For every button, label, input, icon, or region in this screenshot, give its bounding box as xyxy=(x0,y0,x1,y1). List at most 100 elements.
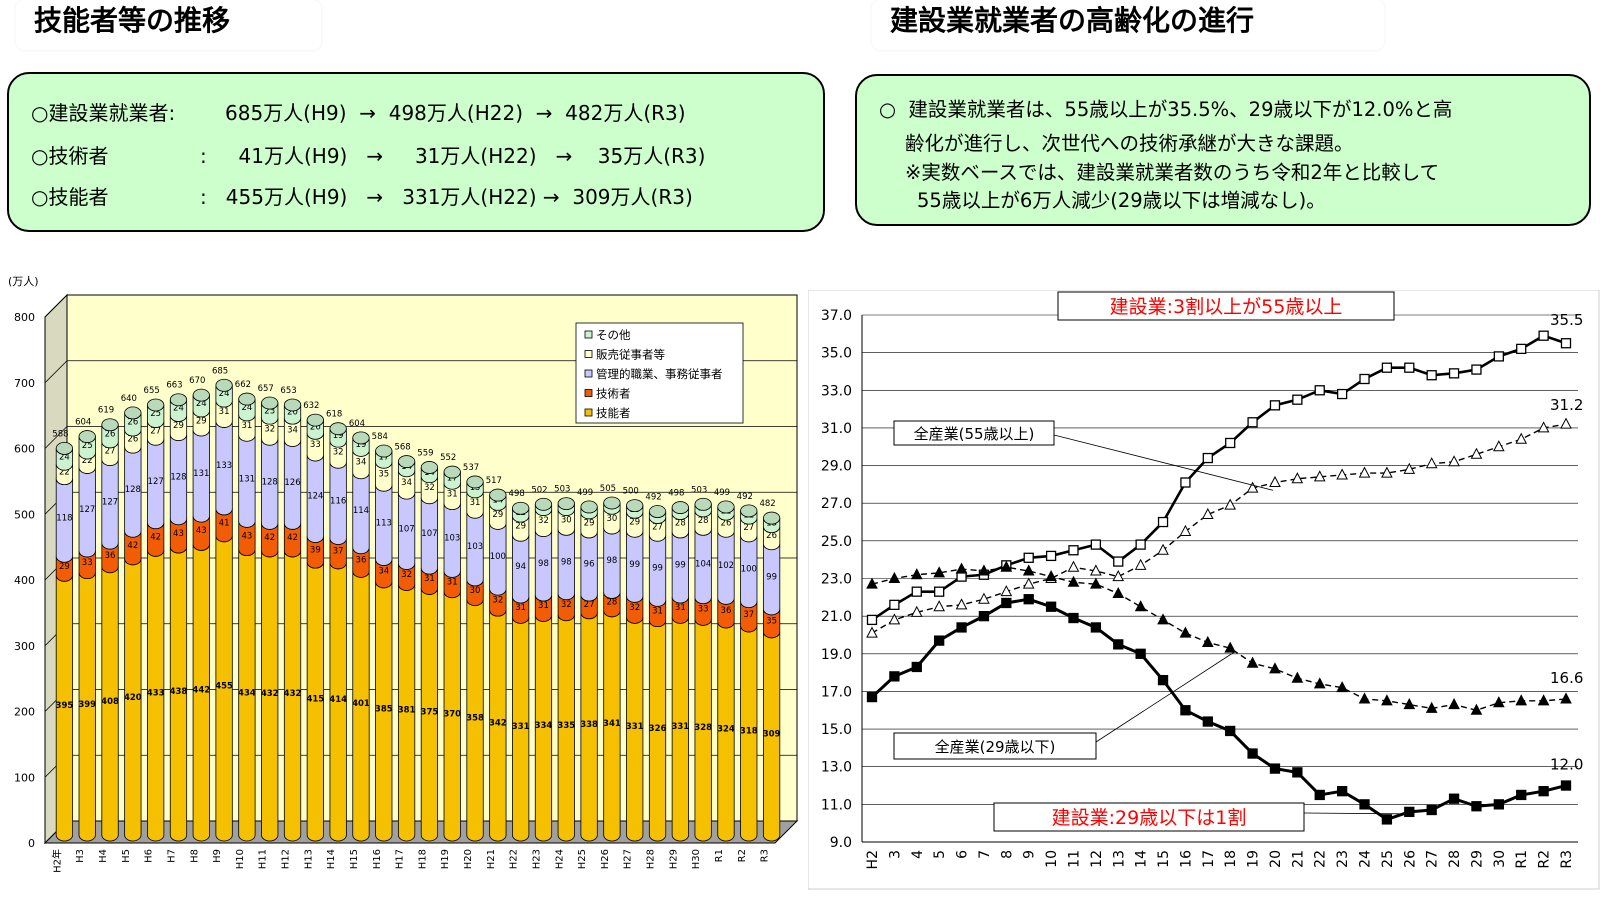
line-point-2 xyxy=(955,562,968,574)
bar-chart-x-tick-label: H26 xyxy=(600,849,611,869)
line-chart-x-tick-label: 23 xyxy=(1335,850,1351,868)
bar-segment-label: 334 xyxy=(535,721,553,731)
line-chart-x-tick-label: 3 xyxy=(887,850,903,859)
bar-segment-label: 30 xyxy=(561,515,572,525)
bar-top-cap xyxy=(466,475,484,489)
bar-total-label: 552 xyxy=(440,453,456,463)
line-point-2 xyxy=(1134,600,1147,612)
line-point-3 xyxy=(911,661,922,673)
line-point-3 xyxy=(1471,801,1482,812)
bar-segment-label: 42 xyxy=(287,533,298,543)
bar-chart-y-tick-label: 800 xyxy=(14,311,35,324)
bar-segment-label: 17 xyxy=(447,474,458,484)
line-point-1 xyxy=(1313,470,1326,482)
bar-total-label: 499 xyxy=(714,488,730,498)
bar-segment-label: 99 xyxy=(766,572,777,582)
bar-total-label: 588 xyxy=(52,429,68,439)
bar-segment-label: 26 xyxy=(766,531,777,541)
bar-segment-label: 24 xyxy=(59,452,70,462)
line-point-3 xyxy=(1538,786,1549,797)
line-point-2 xyxy=(1448,698,1460,710)
line-chart-y-tick-label: 35.0 xyxy=(821,346,852,362)
bar-chart-x-tick-label: H14 xyxy=(326,849,337,869)
bar-chart-x-tick-label: H11 xyxy=(258,849,269,869)
line-chart-y-tick-label: 9.0 xyxy=(830,835,852,851)
summary-right-line-3: ※実数ベースでは、建設業就業者数のうち令和2年と比較して xyxy=(905,161,1440,184)
bar-chart-legend-label: 管理的職業、事務従事者 xyxy=(596,367,723,381)
bar-segment-label: 30 xyxy=(606,514,617,524)
bar-total-label: 584 xyxy=(372,432,388,442)
bar-segment-label: 31 xyxy=(652,606,663,616)
bar-segment-label: 42 xyxy=(127,541,138,551)
bar-segment-label: 42 xyxy=(150,532,161,542)
bar-segment-label: 23 xyxy=(264,407,275,417)
line-point-3 xyxy=(1336,786,1348,797)
line-chart-x-tick-label: 28 xyxy=(1447,850,1463,868)
bar-chart-x-tick-label: R1 xyxy=(714,849,725,862)
line-chart-y-tick-label: 25.0 xyxy=(821,534,852,550)
line-chart-y-tick-label: 37.0 xyxy=(821,308,852,324)
line-chart-x-tick-label: 16 xyxy=(1178,850,1194,868)
bar-segment-label: 24 xyxy=(241,403,252,413)
bar-chart-x-tick-label: H6 xyxy=(144,849,155,863)
bar-segment-label: 395 xyxy=(56,701,74,711)
line-point-2 xyxy=(1291,671,1304,683)
line-point-1 xyxy=(1000,585,1013,597)
bar-segment-label: 27 xyxy=(743,523,754,533)
bar-segment-label: 22 xyxy=(59,467,70,477)
bar-segment-label: 33 xyxy=(82,558,93,568)
bar-total-label: 619 xyxy=(98,406,114,416)
bar-segment-label: 19 xyxy=(333,431,344,441)
bar-segment-label: 43 xyxy=(173,529,184,539)
line-chart-y-tick-label: 29.0 xyxy=(821,459,852,475)
bar-chart-x-tick-label: H9 xyxy=(212,849,223,863)
bar-top-cap xyxy=(192,388,210,402)
bar-top-cap xyxy=(694,497,712,511)
bar-total-label: 537 xyxy=(463,463,479,473)
line-point-2 xyxy=(1493,696,1505,708)
bar-segment-label: 27 xyxy=(105,447,116,457)
bar-segment-label: 20 xyxy=(287,408,298,418)
bar-chart-unit-label: (万人) xyxy=(8,275,39,288)
line-point-0 xyxy=(1359,373,1370,385)
line-point-3 xyxy=(1448,793,1460,804)
line-point-1 xyxy=(1291,472,1304,484)
line-point-0 xyxy=(1090,539,1102,550)
bar-chart-y-tick-label: 700 xyxy=(14,377,35,390)
summary-left-row-1-text: 685万人(H9) → 498万人(H22) → 482万人(R3) xyxy=(225,101,686,125)
line-chart-x-tick-label: R2 xyxy=(1537,850,1553,869)
line-point-1 xyxy=(1134,558,1147,570)
line-point-3 xyxy=(934,635,945,646)
line-point-0 xyxy=(934,586,945,597)
line-point-3 xyxy=(956,622,967,633)
bottom-callout-leader xyxy=(1303,812,1410,815)
line-point-0 xyxy=(1516,343,1527,355)
bar-segment-label: 331 xyxy=(626,722,644,732)
bar-segment-label: 99 xyxy=(675,560,686,570)
line-point-2 xyxy=(1067,575,1080,587)
bar-chart-x-tick-label: H5 xyxy=(121,849,132,863)
line-point-0 xyxy=(1180,477,1191,488)
bar-top-cap xyxy=(443,465,461,479)
bottom-callout-box xyxy=(993,802,1305,832)
line-point-2 xyxy=(1515,694,1528,706)
bar-top-cap xyxy=(557,497,575,511)
bar-segment-label: 34 xyxy=(356,458,367,468)
line-point-1 xyxy=(1493,440,1505,452)
line-point-2 xyxy=(1022,564,1035,576)
line-point-0 xyxy=(1135,539,1146,550)
bar-chart-x-tick-label: H3 xyxy=(75,849,86,863)
bar-segment-label: 19 xyxy=(356,440,367,450)
bar-segment-label: 25 xyxy=(82,441,93,451)
line-point-3 xyxy=(1180,705,1191,716)
bar-top-cap xyxy=(762,511,781,525)
line-point-0 xyxy=(1493,351,1504,362)
bar-total-label: 503 xyxy=(691,485,707,495)
bar-top-cap xyxy=(261,396,279,410)
summary-left-row-2-text: : 41万人(H9) → 31万人(H22) → 35万人(R3) xyxy=(200,144,706,168)
bar-chart-x-tick-label: H12 xyxy=(281,849,292,869)
bar-segment-label: 36 xyxy=(105,551,116,561)
bar-segment-label: 358 xyxy=(466,713,484,723)
bar-segment-label: 434 xyxy=(238,688,256,698)
bar-segment-label: 42 xyxy=(264,533,275,543)
